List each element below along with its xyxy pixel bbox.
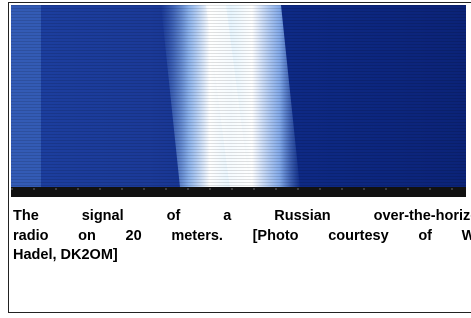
waterfall-photo xyxy=(11,5,466,197)
caption: The signal of a Russian over-the-horizon… xyxy=(13,207,471,266)
figure: The signal of a Russian over-the-horizon… xyxy=(8,2,471,313)
caption-line: Hadel, DK2OM] xyxy=(13,246,471,266)
caption-line: The signal of a Russian over-the-horizon xyxy=(13,207,471,227)
caption-line: radio on 20 meters. [Photo courtesy of W… xyxy=(13,227,471,247)
page: {"caption": {"lines": ["The signal of a … xyxy=(0,0,471,318)
